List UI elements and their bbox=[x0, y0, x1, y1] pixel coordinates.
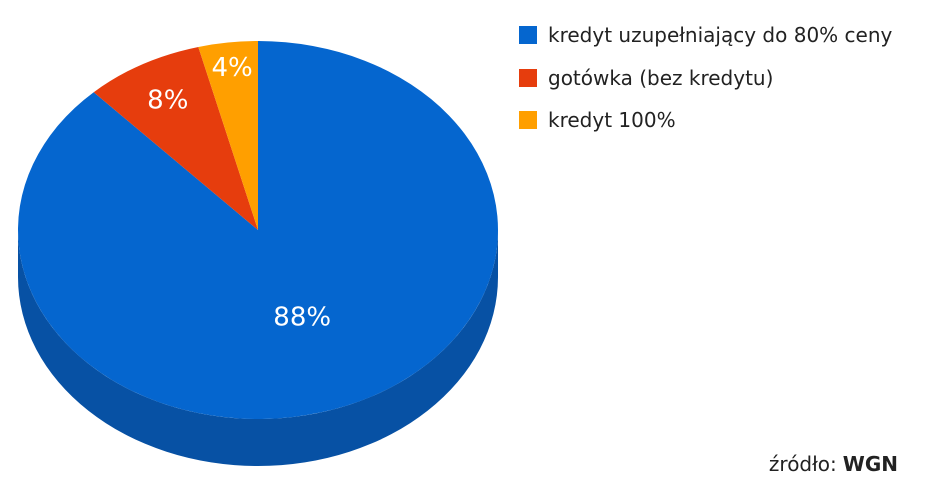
pie-label-2: 8% bbox=[147, 85, 188, 115]
pie-side-1 bbox=[18, 230, 498, 466]
legend-swatch-1 bbox=[519, 26, 537, 44]
source-name: WGN bbox=[842, 452, 898, 476]
source-prefix: źródło: bbox=[768, 452, 837, 476]
pie-slice-3 bbox=[198, 41, 258, 230]
legend-item-1: kredyt uzupełniający do 80% ceny bbox=[519, 23, 892, 47]
legend-item-2: gotówka (bez kredytu) bbox=[519, 66, 892, 90]
pie-slice-2 bbox=[93, 46, 258, 231]
legend-item-3: kredyt 100% bbox=[519, 108, 892, 132]
legend-swatch-2 bbox=[519, 68, 537, 87]
pie-slice-1 bbox=[18, 41, 499, 420]
legend: kredyt uzupełniający do 80% ceny gotówka… bbox=[519, 23, 892, 151]
pie-label-3: 4% bbox=[211, 53, 252, 83]
legend-label-2: gotówka (bez kredytu) bbox=[548, 65, 774, 90]
pie-label-1: 88% bbox=[273, 302, 331, 332]
legend-swatch-3 bbox=[519, 111, 537, 129]
legend-label-3: kredyt 100% bbox=[548, 108, 676, 132]
legend-label-1: kredyt uzupełniający do 80% ceny bbox=[548, 23, 893, 47]
source-note: źródło: WGN bbox=[769, 452, 898, 476]
